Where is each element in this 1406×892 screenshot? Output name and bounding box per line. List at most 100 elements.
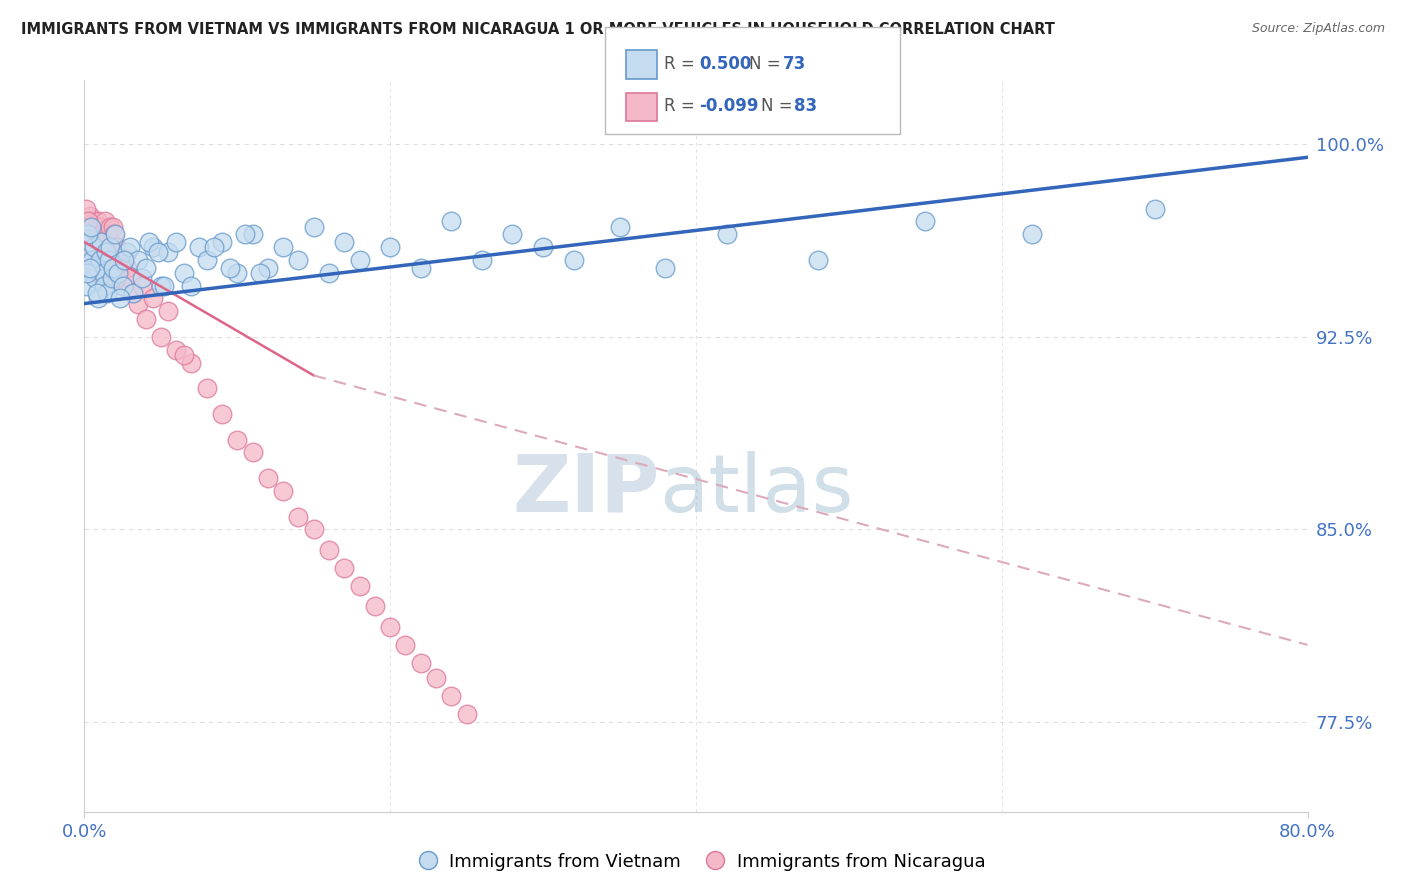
Point <box>257 471 280 485</box>
Point <box>257 260 280 275</box>
Point <box>83 240 105 254</box>
Text: 73: 73 <box>783 54 807 73</box>
Point <box>80 252 103 267</box>
Point <box>77 219 100 234</box>
Point <box>226 433 249 447</box>
Point <box>84 245 107 260</box>
Point <box>91 245 114 260</box>
Point <box>135 312 157 326</box>
Point <box>86 286 108 301</box>
Point <box>80 240 103 254</box>
Point <box>104 245 127 260</box>
Point <box>77 227 100 242</box>
Point <box>242 445 264 459</box>
Point <box>108 266 131 280</box>
Text: R =: R = <box>664 54 700 73</box>
Point <box>93 252 115 267</box>
Point <box>91 266 114 280</box>
Point <box>98 240 121 254</box>
Point <box>165 235 187 249</box>
Point <box>807 252 830 267</box>
Point <box>318 543 340 558</box>
Point <box>188 240 211 254</box>
Point <box>112 252 135 267</box>
Point <box>195 381 218 395</box>
Point <box>104 227 127 242</box>
Point <box>103 260 125 275</box>
Point <box>97 252 120 267</box>
Point <box>100 235 122 249</box>
Point <box>76 214 98 228</box>
Point <box>89 235 111 249</box>
Point <box>157 245 180 260</box>
Point <box>142 240 165 254</box>
Point <box>84 235 107 249</box>
Point <box>98 219 121 234</box>
Point <box>302 523 325 537</box>
Point <box>211 235 233 249</box>
Point <box>108 292 131 306</box>
Point <box>149 278 172 293</box>
Point <box>75 240 97 254</box>
Point <box>75 227 97 242</box>
Point <box>531 240 554 254</box>
Point <box>394 638 416 652</box>
Point <box>380 620 402 634</box>
Point <box>77 252 100 267</box>
Point <box>914 214 936 228</box>
Point <box>180 355 202 369</box>
Point <box>195 252 218 267</box>
Point <box>1021 227 1043 242</box>
Point <box>105 240 128 254</box>
Point <box>94 245 117 260</box>
Point <box>138 235 160 249</box>
Point <box>91 227 114 242</box>
Point <box>111 278 134 293</box>
Point <box>76 227 98 242</box>
Point <box>409 260 432 275</box>
Point <box>79 260 101 275</box>
Point <box>302 219 325 234</box>
Point <box>115 245 138 260</box>
Point <box>96 286 118 301</box>
Point <box>93 235 115 249</box>
Point <box>409 656 432 670</box>
Point <box>440 690 463 704</box>
Point <box>107 252 129 267</box>
Point <box>87 214 110 228</box>
Text: -0.099: -0.099 <box>699 97 758 115</box>
Point <box>107 266 129 280</box>
Point <box>425 671 447 685</box>
Point <box>84 271 107 285</box>
Point <box>79 260 101 275</box>
Point <box>83 266 105 280</box>
Point <box>83 214 105 228</box>
Point <box>218 260 240 275</box>
Point <box>1143 202 1166 216</box>
Point <box>440 214 463 228</box>
Point <box>86 260 108 275</box>
Point <box>76 214 98 228</box>
Point <box>101 252 124 267</box>
Text: N =: N = <box>749 54 786 73</box>
Point <box>103 260 125 275</box>
Point <box>86 260 108 275</box>
Point <box>104 271 127 285</box>
Point <box>80 219 103 234</box>
Point <box>97 252 120 267</box>
Point <box>654 260 676 275</box>
Point <box>333 561 356 575</box>
Text: ZIP: ZIP <box>512 450 659 529</box>
Point <box>80 252 103 267</box>
Point <box>287 509 309 524</box>
Point <box>93 252 115 267</box>
Point <box>75 245 97 260</box>
Point <box>364 599 387 614</box>
Point <box>173 266 195 280</box>
Point <box>89 252 111 267</box>
Point <box>77 245 100 260</box>
Point <box>86 227 108 242</box>
Point <box>76 266 98 280</box>
Point <box>202 240 225 254</box>
Point <box>271 240 294 254</box>
